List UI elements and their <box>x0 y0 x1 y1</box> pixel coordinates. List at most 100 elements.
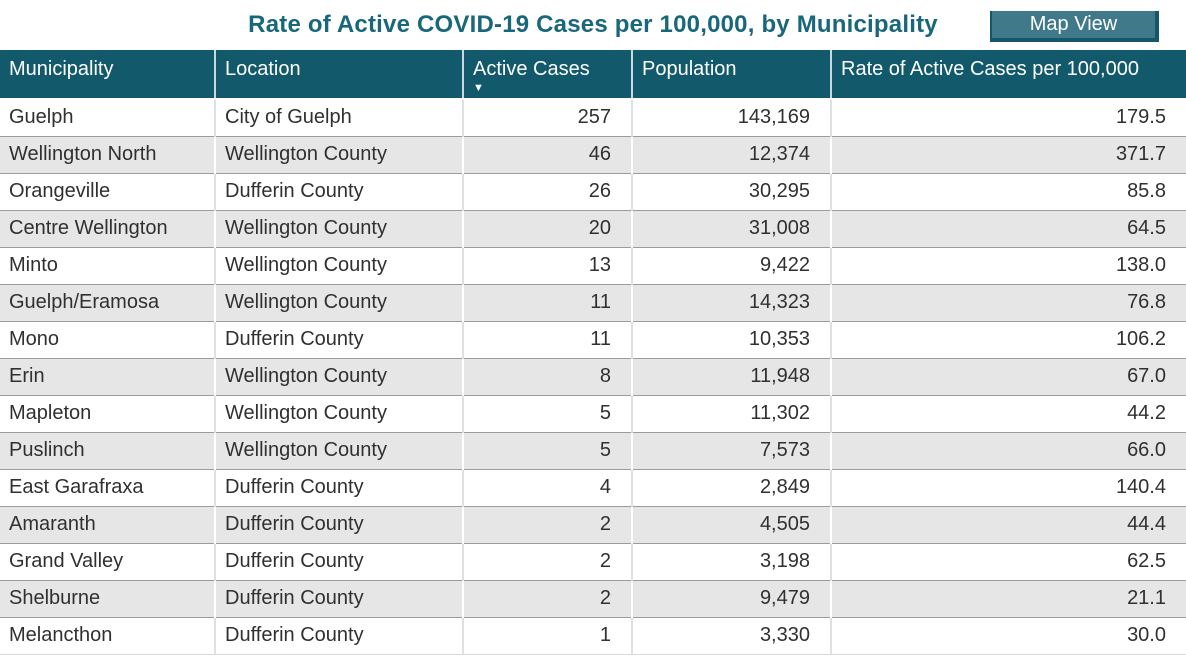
cell-active-cases: 257 <box>462 99 632 137</box>
cell-population: 14,323 <box>631 284 831 322</box>
table-row: Guelph City of Guelph 257 143,169 179.5 <box>0 99 1186 137</box>
cell-active-cases: 2 <box>462 506 632 544</box>
table-row: Mapleton Wellington County 5 11,302 44.2 <box>0 395 1186 433</box>
column-header-municipality[interactable]: Municipality <box>0 50 215 100</box>
cell-municipality: Guelph <box>0 99 215 137</box>
column-header-label: Rate of Active Cases per 100,000 <box>841 58 1139 80</box>
cell-municipality: Centre Wellington <box>0 210 215 248</box>
cell-location: Dufferin County <box>214 321 463 359</box>
cell-location: Wellington County <box>214 136 463 174</box>
cell-rate-of-active-cases-per-100-000: 140.4 <box>830 469 1186 507</box>
column-header-label: Population <box>642 58 737 80</box>
cell-population: 3,198 <box>631 543 831 581</box>
table-row: Erin Wellington County 8 11,948 67.0 <box>0 358 1186 396</box>
cell-population: 143,169 <box>631 99 831 137</box>
table-row: Mono Dufferin County 11 10,353 106.2 <box>0 321 1186 359</box>
cell-location: Wellington County <box>214 210 463 248</box>
cell-location: City of Guelph <box>214 99 463 137</box>
cell-municipality: Mono <box>0 321 215 359</box>
cell-location: Dufferin County <box>214 580 463 618</box>
cell-municipality: Orangeville <box>0 173 215 211</box>
cell-location: Wellington County <box>214 358 463 396</box>
table-row: Centre Wellington Wellington County 20 31,0… <box>0 210 1186 248</box>
table-row: Grand Valley Dufferin County 2 3,198 62.5 <box>0 543 1186 581</box>
cell-population: 4,505 <box>631 506 831 544</box>
cell-location: Dufferin County <box>214 469 463 507</box>
cell-population: 11,948 <box>631 358 831 396</box>
cell-active-cases: 13 <box>462 247 632 285</box>
cell-rate-of-active-cases-per-100-000: 106.2 <box>830 321 1186 359</box>
cell-rate-of-active-cases-per-100-000: 179.5 <box>830 99 1186 137</box>
cell-rate-of-active-cases-per-100-000: 67.0 <box>830 358 1186 396</box>
cell-population: 9,422 <box>631 247 831 285</box>
cell-municipality: Amaranth <box>0 506 215 544</box>
table-row: Amaranth Dufferin County 2 4,505 44.4 <box>0 506 1186 544</box>
cell-location: Dufferin County <box>214 506 463 544</box>
cell-rate-of-active-cases-per-100-000: 371.7 <box>830 136 1186 174</box>
cell-location: Dufferin County <box>214 173 463 211</box>
cell-rate-of-active-cases-per-100-000: 138.0 <box>830 247 1186 285</box>
cell-active-cases: 5 <box>462 395 632 433</box>
cell-rate-of-active-cases-per-100-000: 62.5 <box>830 543 1186 581</box>
cell-active-cases: 8 <box>462 358 632 396</box>
cell-active-cases: 26 <box>462 173 632 211</box>
cell-location: Wellington County <box>214 247 463 285</box>
page-title: Rate of Active COVID-19 Cases per 100,00… <box>248 11 938 38</box>
cell-population: 10,353 <box>631 321 831 359</box>
cell-population: 7,573 <box>631 432 831 470</box>
table-row: Wellington North Wellington County 46 12,37… <box>0 136 1186 174</box>
column-header-active-cases[interactable]: Active Cases ▼ <box>462 50 632 100</box>
cell-municipality: East Garafraxa <box>0 469 215 507</box>
cell-municipality: Minto <box>0 247 215 285</box>
cell-location: Dufferin County <box>214 617 463 655</box>
table-row: East Garafraxa Dufferin County 4 2,849 140.4 <box>0 469 1186 507</box>
cell-active-cases: 2 <box>462 580 632 618</box>
table-row: Shelburne Dufferin County 2 9,479 21.1 <box>0 580 1186 618</box>
title-bar: Rate of Active COVID-19 Cases per 100,00… <box>0 0 1186 50</box>
cell-municipality: Puslinch <box>0 432 215 470</box>
cell-population: 11,302 <box>631 395 831 433</box>
cell-rate-of-active-cases-per-100-000: 76.8 <box>830 284 1186 322</box>
covid-rates-table: Municipality Location Active Cases ▼ Populat… <box>0 50 1186 655</box>
cell-municipality: Wellington North <box>0 136 215 174</box>
cell-active-cases: 11 <box>462 284 632 322</box>
cell-active-cases: 4 <box>462 469 632 507</box>
cell-municipality: Mapleton <box>0 395 215 433</box>
cell-municipality: Grand Valley <box>0 543 215 581</box>
cell-location: Wellington County <box>214 432 463 470</box>
table-row: Minto Wellington County 13 9,422 138.0 <box>0 247 1186 285</box>
column-header-label: Municipality <box>9 58 114 80</box>
column-header-rate-of-active-cases-per-100-000[interactable]: Rate of Active Cases per 100,000 <box>830 50 1186 100</box>
cell-active-cases: 46 <box>462 136 632 174</box>
cell-rate-of-active-cases-per-100-000: 21.1 <box>830 580 1186 618</box>
cell-active-cases: 2 <box>462 543 632 581</box>
cell-location: Dufferin County <box>214 543 463 581</box>
cell-active-cases: 5 <box>462 432 632 470</box>
cell-population: 9,479 <box>631 580 831 618</box>
cell-rate-of-active-cases-per-100-000: 44.2 <box>830 395 1186 433</box>
sort-descending-icon: ▼ <box>473 82 484 94</box>
cell-population: 30,295 <box>631 173 831 211</box>
cell-rate-of-active-cases-per-100-000: 64.5 <box>830 210 1186 248</box>
cell-active-cases: 11 <box>462 321 632 359</box>
cell-population: 2,849 <box>631 469 831 507</box>
cell-population: 12,374 <box>631 136 831 174</box>
column-header-label: Location <box>225 58 301 80</box>
map-view-button[interactable]: Map View <box>990 11 1159 42</box>
column-header-population[interactable]: Population <box>631 50 831 100</box>
cell-rate-of-active-cases-per-100-000: 44.4 <box>830 506 1186 544</box>
cell-population: 31,008 <box>631 210 831 248</box>
table-row: Guelph/Eramosa Wellington County 11 14,323 7… <box>0 284 1186 322</box>
cell-active-cases: 1 <box>462 617 632 655</box>
table-row: Melancthon Dufferin County 1 3,330 30.0 <box>0 617 1186 655</box>
table-row: Puslinch Wellington County 5 7,573 66.0 <box>0 432 1186 470</box>
column-header-location[interactable]: Location <box>214 50 463 100</box>
cell-rate-of-active-cases-per-100-000: 30.0 <box>830 617 1186 655</box>
table-row: Orangeville Dufferin County 26 30,295 85.8 <box>0 173 1186 211</box>
table-header-row: Municipality Location Active Cases ▼ Populat… <box>0 50 1186 100</box>
cell-population: 3,330 <box>631 617 831 655</box>
cell-location: Wellington County <box>214 395 463 433</box>
cell-municipality: Erin <box>0 358 215 396</box>
cell-municipality: Melancthon <box>0 617 215 655</box>
